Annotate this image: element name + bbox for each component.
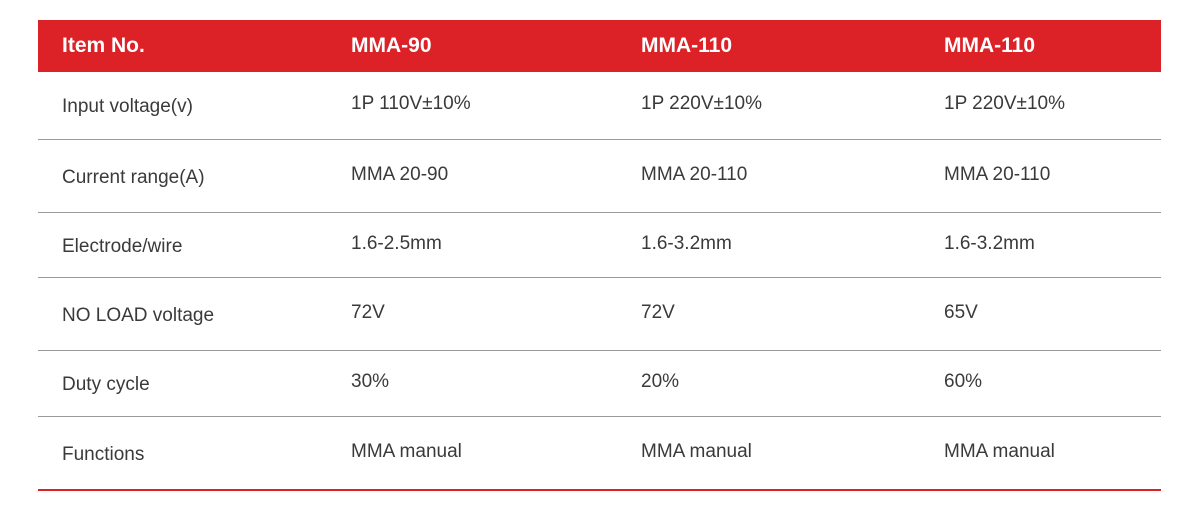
row-label: NO LOAD voltage	[62, 304, 215, 326]
table-cell: 72V	[351, 301, 385, 323]
table-cell: 1.6-2.5mm	[351, 232, 442, 254]
table-row-electrode-wire: Electrode/wire 1.6-2.5mm 1.6-3.2mm 1.6-3…	[38, 213, 1161, 278]
table-cell: 1P 110V±10%	[351, 93, 471, 114]
table-cell: 72V	[641, 301, 675, 323]
table-cell: MMA 20-110	[944, 163, 1051, 185]
header-item-no: Item No.	[62, 34, 145, 57]
row-label: Input voltage(v)	[62, 96, 193, 117]
table-cell: 1P 220V±10%	[641, 93, 763, 114]
row-label: Electrode/wire	[62, 235, 183, 257]
table-cell: 65V	[944, 301, 978, 323]
table-cell: MMA manual	[944, 440, 1055, 462]
header-model-mma-110-a: MMA-110	[641, 34, 733, 57]
table-cell: MMA manual	[351, 440, 462, 462]
table-cell: MMA 20-110	[641, 163, 748, 185]
table-cell: 20%	[641, 371, 680, 392]
header-model-mma-110-b: MMA-110	[944, 34, 1036, 57]
header-model-mma-90: MMA-90	[351, 34, 432, 57]
table-cell: 60%	[944, 371, 983, 392]
table-cell: 1.6-3.2mm	[944, 232, 1035, 254]
table-row-duty-cycle: Duty cycle 30% 20% 60%	[38, 351, 1161, 417]
table-header: Item No. MMA-90 MMA-110 MMA-110	[38, 20, 1161, 72]
table-cell: 1P 220V±10%	[944, 93, 1066, 114]
table-row-functions: Functions MMA manual MMA manual MMA manu…	[38, 417, 1161, 491]
table-cell: MMA manual	[641, 440, 752, 462]
table-cell: 30%	[351, 371, 390, 392]
table-cell: MMA 20-90	[351, 163, 449, 185]
table-cell: 1.6-3.2mm	[641, 232, 732, 254]
row-label: Functions	[62, 443, 145, 465]
table-row-input-voltage: Input voltage(v) 1P 110V±10% 1P 220V±10%…	[38, 72, 1161, 140]
table-row-no-load-voltage: NO LOAD voltage 72V 72V 65V	[38, 278, 1161, 351]
table-row-current-range: Current range(A) MMA 20-90 MMA 20-110 MM…	[38, 140, 1161, 213]
spec-table: Item No. MMA-90 MMA-110 MMA-110 Input vo…	[38, 20, 1161, 491]
row-label: Duty cycle	[62, 374, 150, 395]
row-label: Current range(A)	[62, 166, 205, 188]
